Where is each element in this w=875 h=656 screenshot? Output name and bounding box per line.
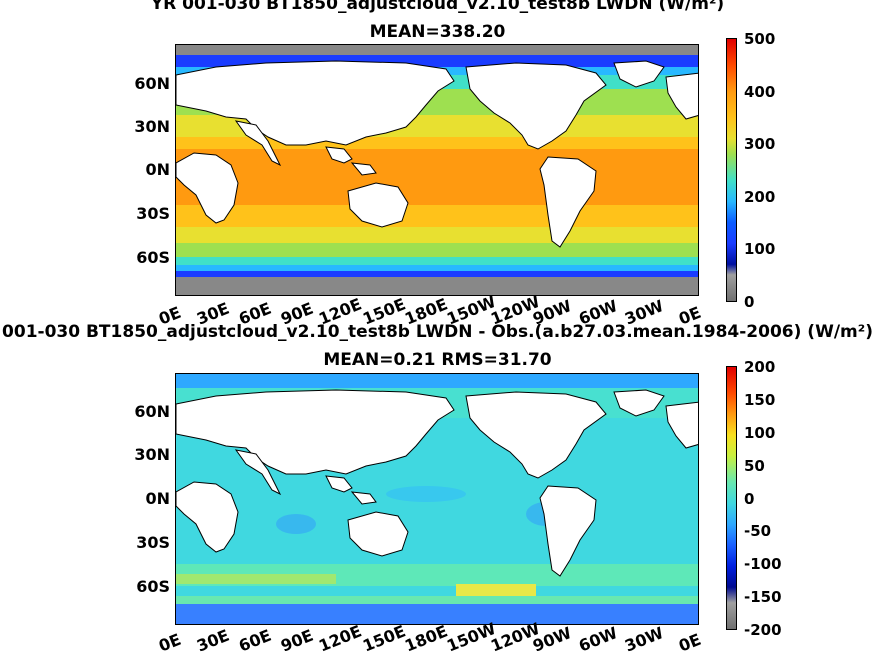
panel1-colorbar-label: 200 <box>744 188 776 206</box>
panel1-lat-label-30s: 30S <box>136 204 170 223</box>
panel2-lon-label: 150E <box>360 621 409 656</box>
panel2-map-svg <box>176 374 698 624</box>
panel1-colorbar-label: 400 <box>744 83 776 101</box>
panel1-title-line2: MEAN=338.20 <box>369 22 506 42</box>
panel2-title-line2: MEAN=0.21 RMS=31.70 <box>323 350 552 370</box>
panel2-colorbar-label: 200 <box>744 358 776 376</box>
panel1-lat-label-60n: 60N <box>134 74 170 93</box>
panel2-lon-label: 30W <box>622 623 667 656</box>
panel2-colorbar-label: 100 <box>744 424 776 442</box>
panel1-colorbar <box>726 38 737 302</box>
panel1-lat-label-30n: 30N <box>134 117 170 136</box>
panel1-colorbar-label: 100 <box>744 240 776 258</box>
panel2-colorbar-label: -200 <box>744 621 782 639</box>
panel2-lon-label: 60E <box>236 625 274 656</box>
panel2-lon-label: 60W <box>576 623 621 656</box>
panel1-map-svg <box>176 45 698 295</box>
panel2-colorbar-label: 50 <box>744 457 765 475</box>
panel2-lon-label: 0E <box>156 629 184 656</box>
panel2-lat-label-0n: 0N <box>145 489 170 508</box>
panel1-colorbar-label: 500 <box>744 30 776 48</box>
panel2-colorbar-label: 150 <box>744 391 776 409</box>
panel2-colorbar-label: -100 <box>744 555 782 573</box>
panel2-colorbar-label: 0 <box>744 490 755 508</box>
panel2-lat-label-30n: 30N <box>134 445 170 464</box>
panel2-colorbar <box>726 366 737 630</box>
panel2-lat-label-60s: 60S <box>136 577 170 596</box>
panel2-colorbar-label: -50 <box>744 522 772 540</box>
panel1-title-line1: YR 001-030 BT1850_adjustcloud_v2.10_test… <box>150 0 725 14</box>
panel1-lat-label-60s: 60S <box>136 248 170 267</box>
panel2-lon-label: 30E <box>194 625 232 656</box>
panel1-lat-label-0n: 0N <box>145 160 170 179</box>
panel2-lon-label: 0E <box>676 629 704 656</box>
panel1-map <box>175 44 699 296</box>
panel2-lon-label: 90E <box>278 625 316 656</box>
panel1-colorbar-label: 300 <box>744 135 776 153</box>
panel2-colorbar-label: -150 <box>744 588 782 606</box>
panel2-lon-label: 180E <box>402 621 451 656</box>
panel2-lat-label-60n: 60N <box>134 402 170 421</box>
panel2-lon-label: 120E <box>316 621 365 656</box>
panel2-lat-label-30s: 30S <box>136 533 170 552</box>
panel2-title-line1: 001-030 BT1850_adjustcloud_v2.10_test8b … <box>2 322 873 342</box>
panel1-colorbar-label: 0 <box>744 293 755 311</box>
panel2-map <box>175 373 699 625</box>
